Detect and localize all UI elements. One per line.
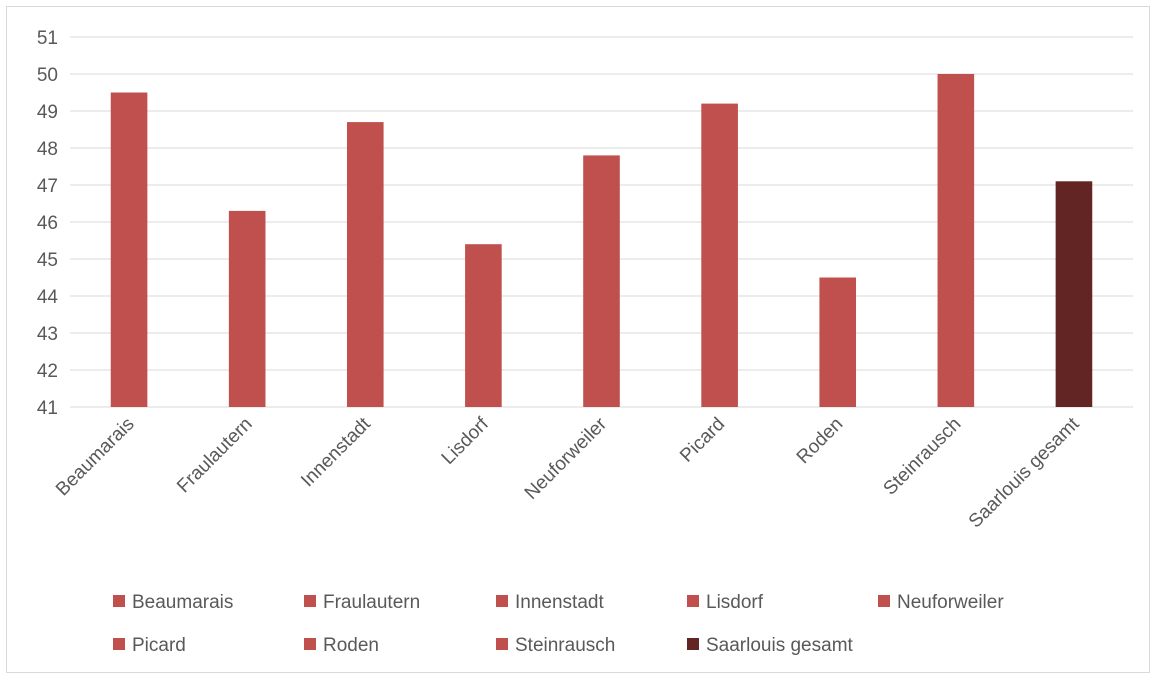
- x-axis: Beaumarais Fraulautern Innenstadt Lisdorf Ne…: [52, 413, 1084, 532]
- legend-item: Neuforweiler: [878, 592, 1004, 613]
- x-tick-label: Picard: [676, 414, 729, 467]
- legend-swatch: [878, 595, 890, 607]
- legend-swatch: [113, 595, 125, 607]
- bar-roden: [819, 277, 857, 407]
- x-tick-label: Fraulautern: [173, 414, 257, 498]
- legend-label: Beaumarais: [132, 592, 233, 613]
- y-tick-label: 45: [37, 250, 58, 271]
- legend-swatch: [304, 638, 316, 650]
- y-tick-label: 46: [37, 213, 58, 234]
- bar-fraulautern: [228, 210, 266, 407]
- x-tick-label: Lisdorf: [438, 413, 494, 469]
- legend-label: Neuforweiler: [897, 592, 1004, 613]
- legend-swatch: [687, 638, 699, 650]
- bar-lisdorf: [465, 244, 502, 407]
- y-tick-label: 47: [37, 176, 58, 197]
- y-tick-label: 43: [37, 324, 58, 345]
- legend-item: Roden: [304, 635, 379, 656]
- y-axis: 41 42 43 44 45 46 47 48 49 50 51: [37, 28, 59, 419]
- bar-saarlouis-gesamt: [1055, 181, 1093, 407]
- legend-item: Lisdorf: [687, 592, 764, 613]
- y-tick-label: 50: [37, 65, 58, 86]
- legend-item: Beaumarais: [113, 592, 233, 613]
- bar-picard: [701, 103, 738, 407]
- legend-swatch: [304, 595, 316, 607]
- legend-item: Picard: [113, 635, 186, 656]
- bars: [110, 74, 1093, 407]
- y-tick-label: 49: [37, 102, 58, 123]
- legend-label: Saarlouis gesamt: [706, 635, 854, 656]
- y-tick-label: 41: [37, 398, 58, 419]
- legend-label: Steinrausch: [515, 635, 615, 656]
- x-tick-label: Saarlouis gesamt: [965, 413, 1084, 532]
- legend-item: Innenstadt: [496, 592, 604, 613]
- legend-label: Lisdorf: [706, 592, 764, 613]
- x-tick-label: Innenstadt: [297, 413, 375, 491]
- y-tick-label: 51: [37, 28, 58, 49]
- x-tick-label: Steinrausch: [880, 414, 966, 500]
- legend-swatch: [496, 595, 508, 607]
- x-tick-label: Neuforweiler: [521, 413, 612, 504]
- legend-item: Steinrausch: [496, 635, 615, 656]
- legend-label: Innenstadt: [515, 592, 604, 613]
- legend-label: Roden: [323, 635, 379, 656]
- legend-swatch: [687, 595, 699, 607]
- legend: Beaumarais Fraulautern Innenstadt Lisdorf Ne…: [113, 592, 1004, 656]
- legend-item: Saarlouis gesamt: [687, 635, 854, 656]
- x-tick-label: Beaumarais: [52, 414, 139, 501]
- bar-steinrausch: [937, 74, 975, 407]
- x-tick-label: Roden: [793, 414, 847, 468]
- bar-beaumarais: [110, 92, 148, 407]
- y-tick-label: 48: [37, 139, 58, 160]
- legend-label: Fraulautern: [323, 592, 420, 613]
- bar-innenstadt: [346, 122, 384, 407]
- bar-neuforweiler: [583, 155, 620, 407]
- legend-swatch: [113, 638, 125, 650]
- y-tick-label: 42: [37, 361, 58, 382]
- y-tick-label: 44: [37, 287, 59, 308]
- legend-item: Fraulautern: [304, 592, 420, 613]
- legend-swatch: [496, 638, 508, 650]
- legend-label: Picard: [132, 635, 186, 656]
